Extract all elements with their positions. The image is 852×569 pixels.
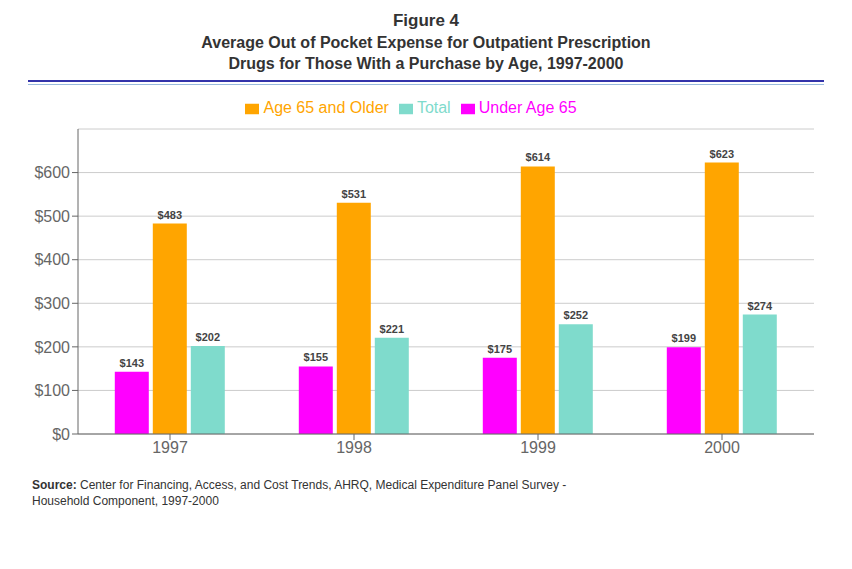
svg-text:$274: $274 [748,300,773,312]
svg-text:$500: $500 [34,208,70,225]
svg-text:$143: $143 [120,357,144,369]
svg-text:$531: $531 [342,188,366,200]
html-text:Average Out of Pocket Expense: Average Out of Pocket Expense for Outpat… [201,34,651,51]
html-text:Drugs for Those With a Purchas: Drugs for Those With a Purchase by Age, … [228,55,624,72]
svg-text:$199: $199 [672,332,696,344]
svg-text:$252: $252 [564,309,588,321]
svg-text:$600: $600 [34,164,70,181]
html-text:Under Age 65: Under Age 65 [478,99,577,116]
svg-text:1999: 1999 [520,439,556,456]
svg-text:$200: $200 [34,339,70,356]
svg-text:$614: $614 [526,151,551,163]
svg-text:$221: $221 [380,323,404,335]
svg-text:$0: $0 [52,426,70,443]
svg-text:$155: $155 [304,351,328,363]
svg-text:$202: $202 [196,331,220,343]
svg-text:$400: $400 [34,251,70,268]
svg-text:1997: 1997 [152,439,188,456]
html-text:Figure 4: Figure 4 [392,11,460,30]
svg-text:$300: $300 [34,295,70,312]
html-text:Total: Total [416,99,451,116]
html-text:Age 65 and Older: Age 65 and Older [263,99,389,116]
svg-text:$623: $623 [710,148,734,160]
svg-text:2000: 2000 [704,439,740,456]
svg-text:$175: $175 [488,343,512,355]
svg-text:1998: 1998 [336,439,372,456]
html-text:Source: Center for Financing,: Source: Center for Financing, Access, an… [32,478,567,508]
svg-text:$483: $483 [158,209,182,221]
svg-text:$100: $100 [34,382,70,399]
